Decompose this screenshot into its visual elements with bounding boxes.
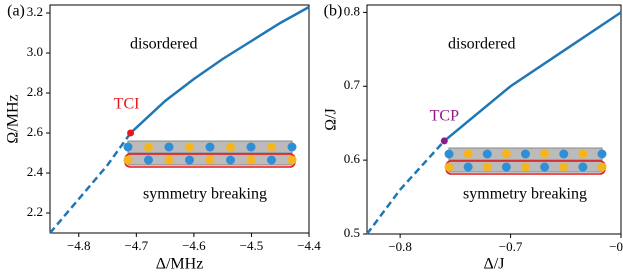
lattice-inset: [123, 140, 297, 168]
atom: [205, 155, 215, 165]
atom: [287, 155, 297, 165]
critical-point: [127, 129, 135, 137]
line-series: [365, 140, 446, 235]
y-tick-label: 2.2: [27, 204, 43, 219]
line-series: [443, 11, 622, 142]
x-tick-label: −4.8: [67, 238, 91, 253]
atom: [444, 162, 454, 172]
x-tick-label: −4.4: [297, 238, 321, 253]
y-tick-label: 2.8: [27, 84, 43, 99]
panel-label: (b): [324, 3, 343, 20]
atom: [246, 155, 256, 165]
atom: [226, 155, 235, 165]
y-axis-label: Ω/MHz: [5, 94, 22, 143]
atom: [287, 142, 297, 152]
critical-point-label: TCI: [114, 96, 140, 113]
atom: [540, 149, 550, 159]
atom: [482, 162, 492, 172]
atom: [226, 142, 235, 152]
atom: [246, 142, 256, 152]
x-tick-label: −0.6: [609, 239, 623, 254]
region-label: symmetry breaking: [463, 186, 587, 203]
atom: [540, 162, 550, 172]
region-label: symmetry breaking: [143, 186, 267, 203]
atom: [463, 162, 473, 172]
atom: [144, 155, 153, 165]
lattice-inset: [444, 147, 607, 175]
atom: [597, 149, 607, 159]
atom: [578, 149, 588, 159]
atom: [185, 155, 194, 165]
atom: [144, 142, 153, 152]
atom: [578, 162, 588, 172]
y-tick-label: 0.8: [344, 3, 360, 18]
atom: [164, 142, 174, 152]
critical-point: [440, 137, 448, 145]
atom: [482, 149, 492, 159]
atom: [501, 149, 511, 159]
critical-point-label: TCP: [430, 108, 459, 125]
line-series: [129, 5, 310, 134]
y-tick-label: 3.2: [27, 4, 43, 19]
atom: [521, 162, 530, 172]
x-tick-label: −0.8: [388, 239, 412, 254]
atom: [123, 142, 133, 152]
x-tick-label: −0.7: [499, 239, 523, 254]
y-tick-label: 2.6: [27, 124, 44, 139]
x-axis-label: Δ/J: [484, 256, 505, 273]
y-tick-label: 2.4: [27, 164, 44, 179]
atom: [501, 162, 511, 172]
y-axis-label: Ω/J: [323, 108, 340, 131]
atom: [123, 155, 133, 165]
plot-frame: [49, 4, 310, 234]
y-tick-label: 3.0: [27, 44, 43, 59]
panel-label: (a): [7, 3, 25, 20]
line-series: [49, 132, 132, 234]
y-tick-label: 0.7: [344, 77, 361, 92]
x-tick-label: −4.5: [240, 238, 264, 253]
y-tick-label: 0.5: [344, 225, 360, 240]
atom: [597, 162, 607, 172]
region-label: disordered: [448, 36, 516, 53]
atom: [164, 155, 174, 165]
x-tick-label: −4.7: [125, 238, 149, 253]
atom: [521, 149, 530, 159]
atom: [185, 142, 194, 152]
atom: [559, 149, 569, 159]
region-label: disordered: [130, 36, 198, 53]
x-tick-label: −4.6: [182, 238, 206, 253]
x-axis-label: Δ/MHz: [156, 256, 204, 273]
atom: [559, 162, 569, 172]
atom: [463, 149, 473, 159]
atom: [267, 155, 276, 165]
atom: [444, 149, 454, 159]
atom: [205, 142, 215, 152]
plot-frame: [366, 4, 622, 235]
atom: [267, 142, 276, 152]
y-tick-label: 0.6: [344, 151, 361, 166]
